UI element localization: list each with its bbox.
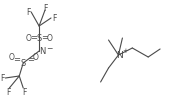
Text: S: S xyxy=(36,33,42,43)
Text: O: O xyxy=(8,52,14,62)
Text: O: O xyxy=(47,33,53,43)
Text: F: F xyxy=(52,14,56,22)
Text: F: F xyxy=(43,3,47,12)
Text: O: O xyxy=(25,33,31,43)
Text: +: + xyxy=(122,48,128,54)
Text: F: F xyxy=(22,87,26,96)
Text: S: S xyxy=(21,58,26,68)
Text: =: = xyxy=(30,33,37,43)
Text: O: O xyxy=(32,52,38,62)
Text: F: F xyxy=(6,87,10,96)
Text: N: N xyxy=(39,47,45,56)
Text: F: F xyxy=(26,7,30,16)
Text: −: − xyxy=(46,45,52,54)
Text: N: N xyxy=(116,51,123,60)
Text: =: = xyxy=(27,56,34,64)
Text: =: = xyxy=(42,33,49,43)
Text: =: = xyxy=(13,56,20,64)
Text: F: F xyxy=(0,74,5,83)
